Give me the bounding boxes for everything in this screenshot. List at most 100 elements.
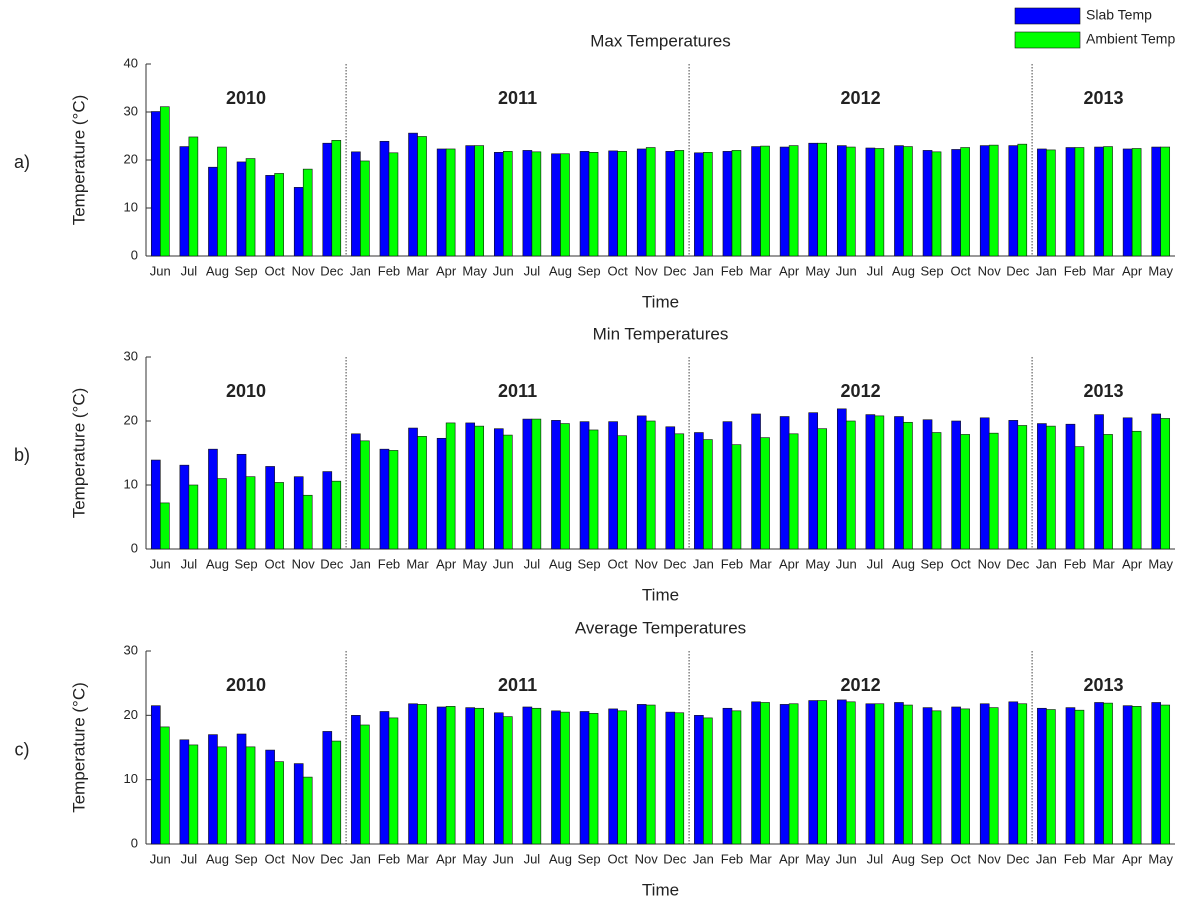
x-tick-label: Jun bbox=[836, 556, 857, 571]
x-tick-label: Nov bbox=[978, 556, 1002, 571]
x-tick-label: Dec bbox=[663, 263, 687, 278]
x-tick-label: Mar bbox=[749, 556, 772, 571]
bar bbox=[274, 761, 284, 845]
x-tick-label: May bbox=[805, 263, 830, 278]
x-tick-label: May bbox=[462, 263, 487, 278]
bar bbox=[188, 484, 199, 550]
bar bbox=[322, 731, 333, 845]
bar bbox=[465, 422, 476, 550]
x-tick-label: Feb bbox=[1064, 556, 1086, 571]
bar bbox=[988, 707, 999, 845]
year-label: 2011 bbox=[498, 675, 537, 695]
bar bbox=[808, 412, 819, 550]
bar bbox=[951, 420, 961, 550]
bar bbox=[408, 703, 418, 845]
bar bbox=[865, 414, 876, 550]
x-tick-label: Nov bbox=[635, 851, 659, 866]
bar bbox=[922, 150, 933, 257]
bar bbox=[874, 703, 885, 845]
bar bbox=[665, 711, 676, 845]
x-tick-label: Sep bbox=[234, 263, 257, 278]
bar bbox=[1094, 146, 1104, 257]
x-tick-label: Nov bbox=[978, 851, 1002, 866]
x-tick-label: Mar bbox=[406, 851, 429, 866]
bar bbox=[150, 459, 161, 550]
bar bbox=[865, 147, 876, 257]
bar bbox=[1074, 147, 1085, 257]
x-tick-label: Sep bbox=[234, 556, 257, 571]
x-tick-label: Feb bbox=[378, 556, 400, 571]
bar bbox=[1037, 707, 1047, 845]
legend-swatch bbox=[1014, 31, 1081, 49]
bar bbox=[445, 706, 456, 845]
bar bbox=[1103, 434, 1113, 550]
x-tick-label: Nov bbox=[635, 556, 659, 571]
y-tick-label: 20 bbox=[124, 707, 138, 722]
bar bbox=[636, 148, 647, 257]
bar bbox=[360, 724, 370, 845]
bar bbox=[1037, 423, 1047, 550]
bar bbox=[588, 152, 599, 257]
bar bbox=[674, 712, 685, 845]
bar bbox=[179, 464, 190, 550]
bar bbox=[960, 147, 970, 257]
bar bbox=[817, 700, 828, 845]
bar bbox=[960, 708, 970, 845]
x-tick-label: Jun bbox=[150, 263, 171, 278]
bar bbox=[1122, 417, 1133, 550]
bar bbox=[760, 702, 770, 845]
bar bbox=[150, 111, 161, 257]
x-tick-label: Oct bbox=[951, 263, 972, 278]
bar bbox=[445, 148, 456, 257]
bar bbox=[208, 734, 218, 845]
legend-swatch bbox=[1014, 7, 1081, 25]
bar bbox=[922, 419, 933, 550]
bar bbox=[931, 710, 942, 845]
x-tick-label: May bbox=[1148, 263, 1173, 278]
bar bbox=[1065, 707, 1076, 845]
bar bbox=[474, 707, 485, 845]
bar bbox=[360, 160, 370, 257]
bar bbox=[817, 142, 828, 257]
x-tick-label: Jan bbox=[693, 851, 714, 866]
bar bbox=[322, 142, 333, 257]
y-tick-label: 10 bbox=[124, 199, 138, 214]
x-tick-label: Jan bbox=[693, 263, 714, 278]
bar bbox=[1037, 148, 1047, 257]
bar bbox=[208, 448, 218, 550]
bar bbox=[694, 432, 704, 550]
y-tick-label: 0 bbox=[131, 540, 138, 555]
x-tick-label: Apr bbox=[779, 851, 800, 866]
x-tick-label: Jun bbox=[493, 851, 514, 866]
bar bbox=[979, 417, 990, 550]
x-tick-label: Oct bbox=[608, 851, 629, 866]
panel-label: b) bbox=[14, 445, 30, 465]
bar bbox=[1160, 418, 1171, 550]
bar bbox=[865, 703, 876, 845]
bar bbox=[208, 166, 218, 257]
bar bbox=[388, 717, 399, 845]
x-tick-label: Oct bbox=[951, 556, 972, 571]
bar bbox=[236, 453, 247, 550]
x-tick-label: Sep bbox=[920, 263, 943, 278]
chart-title: Average Temperatures bbox=[575, 618, 746, 637]
x-tick-label: Apr bbox=[779, 263, 800, 278]
x-tick-label: Apr bbox=[1122, 851, 1143, 866]
bar bbox=[751, 701, 761, 845]
bar bbox=[502, 716, 513, 845]
panel-label: a) bbox=[14, 152, 30, 172]
x-tick-label: Jul bbox=[867, 851, 884, 866]
x-tick-label: Nov bbox=[292, 263, 316, 278]
x-tick-label: Aug bbox=[892, 556, 915, 571]
y-tick-label: 0 bbox=[131, 247, 138, 262]
bar bbox=[1046, 149, 1056, 257]
bar bbox=[351, 151, 361, 257]
bar bbox=[293, 763, 304, 845]
x-tick-label: Feb bbox=[378, 851, 400, 866]
bar bbox=[874, 148, 885, 257]
x-tick-label: May bbox=[805, 556, 830, 571]
panel-label: c) bbox=[15, 739, 30, 759]
bar bbox=[493, 428, 504, 550]
bar bbox=[302, 494, 313, 550]
